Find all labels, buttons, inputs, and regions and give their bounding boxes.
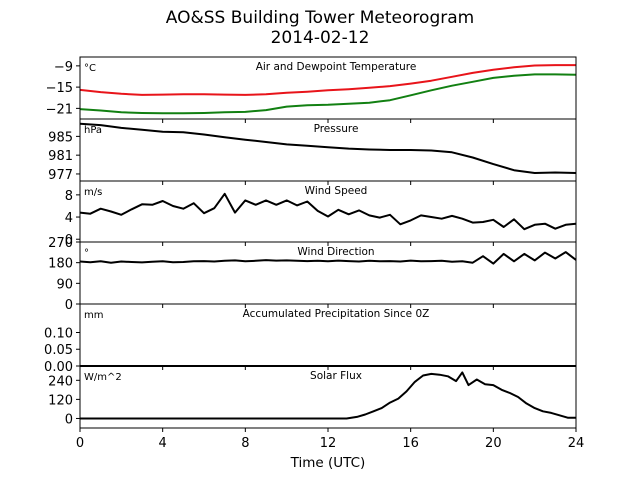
x-tick-label: 12	[320, 436, 337, 451]
panel-title-wind_speed: Wind Speed	[305, 185, 368, 197]
series-line-wind_dir-0	[79, 251, 577, 265]
panel-temp: −9 −15 −21 °C Air and Dewpoint Temperature	[46, 56, 577, 123]
panel-wind_dir: 270 180 90 0 ° Wind Direction	[48, 236, 577, 313]
chart-title: AO&SS Building Tower Meteorogram	[165, 8, 475, 28]
unit-label-pressure: hPa	[84, 125, 102, 136]
y-tick-label-wind_dir: 270	[48, 236, 73, 251]
panel-solar: 240 120 0 W/m^2 Solar Flux	[48, 365, 577, 432]
y-tick-label-precip: 0.00	[44, 360, 73, 375]
y-tick-label-wind_dir: 180	[48, 257, 73, 272]
series-line-temp-1	[79, 73, 577, 115]
x-tick-label: 20	[485, 436, 502, 451]
panel-title-precip: Accumulated Precipitation Since 0Z	[243, 308, 430, 320]
unit-label-solar: W/m^2	[84, 372, 122, 383]
panel-title-pressure: Pressure	[314, 123, 359, 135]
y-tick-label-pressure: 981	[48, 149, 73, 164]
x-axis-label: Time (UTC)	[290, 455, 366, 471]
panel-wind_speed: 8 4 0 m/s Wind Speed	[65, 180, 577, 248]
x-tick-label: 8	[241, 436, 249, 451]
x-tick-label: 0	[76, 436, 84, 451]
panel-title-wind_dir: Wind Direction	[297, 246, 374, 258]
y-tick-label-pressure: 985	[48, 130, 73, 145]
series-line-solar-0	[80, 371, 576, 420]
x-tick-label: 16	[402, 436, 419, 451]
y-tick-label-wind_dir: 0	[65, 298, 73, 313]
y-tick-label-wind_speed: 4	[65, 211, 73, 226]
y-tick-label-wind_speed: 0	[65, 233, 73, 248]
x-tick-label: 24	[568, 436, 585, 451]
y-tick-label-wind_dir: 90	[56, 277, 73, 292]
series-line-wind_speed-0	[79, 192, 577, 231]
series-line-temp-0	[79, 64, 576, 96]
unit-label-temp: °C	[84, 63, 96, 74]
panel-title-temp: Air and Dewpoint Temperature	[256, 61, 417, 73]
y-tick-label-temp: −15	[46, 81, 73, 96]
y-tick-label-solar: 240	[48, 374, 73, 389]
panel-pressure: 985 981 977 hPa Pressure	[48, 118, 577, 185]
chart-date-subtitle: 2014-02-12	[270, 28, 370, 48]
x-tick-label: 4	[159, 436, 167, 451]
y-tick-label-wind_speed: 8	[65, 189, 73, 204]
y-tick-label-temp: −21	[46, 102, 73, 117]
y-tick-label-solar: 120	[48, 393, 73, 408]
series-line-pressure-0	[79, 122, 577, 174]
y-tick-label-solar: 0	[65, 412, 73, 427]
y-tick-label-temp: −9	[54, 60, 73, 75]
y-tick-label-pressure: 977	[48, 168, 73, 183]
panel-precip: 0.10 0.05 0.00 mm Accumulated Precipitation …	[44, 303, 577, 375]
unit-label-wind_dir: °	[84, 248, 89, 259]
y-tick-label-precip: 0.10	[44, 326, 73, 341]
unit-label-wind_speed: m/s	[84, 187, 102, 198]
panel-title-solar: Solar Flux	[310, 370, 362, 382]
unit-label-precip: mm	[84, 310, 103, 321]
y-tick-label-precip: 0.05	[44, 343, 73, 358]
